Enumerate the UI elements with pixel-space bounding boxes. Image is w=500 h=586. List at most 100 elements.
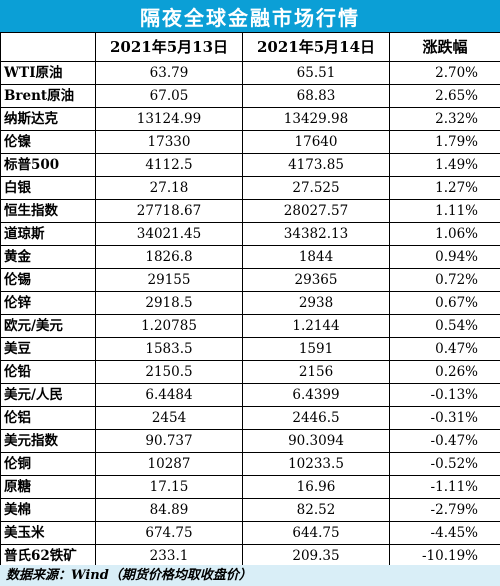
- value-date-1: 90.737: [95, 429, 243, 453]
- table-row: WTI原油 63.79 65.51 2.70%: [0, 61, 500, 85]
- table-row: 原糖 17.15 16.96 -1.11%: [0, 475, 500, 499]
- market-table: 2021年5月13日 2021年5月14日 涨跌幅 WTI原油 63.79 65.5…: [0, 32, 500, 568]
- instrument-name: 纳斯达克: [0, 107, 96, 131]
- table-row: 欧元/美元 1.20785 1.2144 0.54%: [0, 314, 500, 338]
- value-date-1: 17.15: [95, 475, 243, 499]
- table-row: 美豆 1583.5 1591 0.47%: [0, 337, 500, 361]
- value-date-2: 644.75: [242, 521, 390, 545]
- value-date-2: 2446.5: [242, 406, 390, 430]
- value-date-1: 34021.45: [95, 222, 243, 246]
- change-percent: -4.45%: [389, 521, 500, 545]
- change-percent: -0.47%: [389, 429, 500, 453]
- instrument-name: 美元指数: [0, 429, 96, 453]
- value-date-2: 10233.5: [242, 452, 390, 476]
- value-date-1: 27.18: [95, 176, 243, 200]
- value-date-2: 90.3094: [242, 429, 390, 453]
- header-date-2: 2021年5月14日: [242, 32, 390, 62]
- instrument-name: 欧元/美元: [0, 314, 96, 338]
- value-date-2: 6.4399: [242, 383, 390, 407]
- value-date-1: 27718.67: [95, 199, 243, 223]
- value-date-2: 2156: [242, 360, 390, 384]
- instrument-name: 伦铜: [0, 452, 96, 476]
- value-date-1: 29155: [95, 268, 243, 292]
- change-percent: 0.67%: [389, 291, 500, 315]
- value-date-2: 68.83: [242, 84, 390, 108]
- table-row: 白银 27.18 27.525 1.27%: [0, 176, 500, 200]
- table-title: 隔夜全球金融市场行情: [0, 0, 500, 32]
- table-row: 伦锡 29155 29365 0.72%: [0, 268, 500, 292]
- value-date-1: 2454: [95, 406, 243, 430]
- instrument-name: 美元/人民: [0, 383, 96, 407]
- change-percent: 0.47%: [389, 337, 500, 361]
- table-body: WTI原油 63.79 65.51 2.70% Brent原油 67.05 68.83 2.6…: [0, 61, 500, 568]
- value-date-2: 1844: [242, 245, 390, 269]
- value-date-1: 84.89: [95, 498, 243, 522]
- value-date-1: 13124.99: [95, 107, 243, 131]
- value-date-2: 28027.57: [242, 199, 390, 223]
- instrument-name: 伦铅: [0, 360, 96, 384]
- table-row: 美元指数 90.737 90.3094 -0.47%: [0, 429, 500, 453]
- value-date-2: 4173.85: [242, 153, 390, 177]
- instrument-name: 恒生指数: [0, 199, 96, 223]
- change-percent: 1.49%: [389, 153, 500, 177]
- change-percent: 2.32%: [389, 107, 500, 131]
- value-date-2: 17640: [242, 130, 390, 154]
- table-row: 标普500 4112.5 4173.85 1.49%: [0, 153, 500, 177]
- instrument-name: WTI原油: [0, 61, 96, 85]
- change-percent: -0.13%: [389, 383, 500, 407]
- table-row: 伦铝 2454 2446.5 -0.31%: [0, 406, 500, 430]
- change-percent: 0.72%: [389, 268, 500, 292]
- value-date-2: 27.525: [242, 176, 390, 200]
- table-row: 美玉米 674.75 644.75 -4.45%: [0, 521, 500, 545]
- table-row: Brent原油 67.05 68.83 2.65%: [0, 84, 500, 108]
- value-date-1: 63.79: [95, 61, 243, 85]
- instrument-name: 标普500: [0, 153, 96, 177]
- value-date-1: 67.05: [95, 84, 243, 108]
- instrument-name: 道琼斯: [0, 222, 96, 246]
- change-percent: -2.79%: [389, 498, 500, 522]
- value-date-2: 16.96: [242, 475, 390, 499]
- table-row: 伦铜 10287 10233.5 -0.52%: [0, 452, 500, 476]
- header-date-1: 2021年5月13日: [95, 32, 243, 62]
- value-date-1: 17330: [95, 130, 243, 154]
- instrument-name: 普氏62铁矿: [0, 544, 96, 568]
- change-percent: 1.06%: [389, 222, 500, 246]
- change-percent: -10.19%: [389, 544, 500, 568]
- instrument-name: 原糖: [0, 475, 96, 499]
- table-row: 伦铅 2150.5 2156 0.26%: [0, 360, 500, 384]
- value-date-1: 2150.5: [95, 360, 243, 384]
- change-percent: 0.26%: [389, 360, 500, 384]
- value-date-2: 34382.13: [242, 222, 390, 246]
- table-row: 美棉 84.89 82.52 -2.79%: [0, 498, 500, 522]
- value-date-1: 233.1: [95, 544, 243, 568]
- instrument-name: 美豆: [0, 337, 96, 361]
- value-date-1: 1826.8: [95, 245, 243, 269]
- table-row: 美元/人民 6.4484 6.4399 -0.13%: [0, 383, 500, 407]
- value-date-2: 2938: [242, 291, 390, 315]
- header-instrument: [0, 32, 96, 62]
- instrument-name: 白银: [0, 176, 96, 200]
- instrument-name: Brent原油: [0, 84, 96, 108]
- instrument-name: 伦锌: [0, 291, 96, 315]
- value-date-1: 1.20785: [95, 314, 243, 338]
- value-date-1: 2918.5: [95, 291, 243, 315]
- value-date-2: 29365: [242, 268, 390, 292]
- value-date-1: 1583.5: [95, 337, 243, 361]
- change-percent: 1.11%: [389, 199, 500, 223]
- table-row: 黄金 1826.8 1844 0.94%: [0, 245, 500, 269]
- value-date-1: 4112.5: [95, 153, 243, 177]
- change-percent: 2.65%: [389, 84, 500, 108]
- table-row: 恒生指数 27718.67 28027.57 1.11%: [0, 199, 500, 223]
- change-percent: -0.52%: [389, 452, 500, 476]
- table-row: 道琼斯 34021.45 34382.13 1.06%: [0, 222, 500, 246]
- instrument-name: 伦铝: [0, 406, 96, 430]
- value-date-1: 10287: [95, 452, 243, 476]
- instrument-name: 美玉米: [0, 521, 96, 545]
- instrument-name: 美棉: [0, 498, 96, 522]
- value-date-2: 1.2144: [242, 314, 390, 338]
- header-row: 2021年5月13日 2021年5月14日 涨跌幅: [0, 32, 500, 62]
- table-row: 纳斯达克 13124.99 13429.98 2.32%: [0, 107, 500, 131]
- table-row: 伦镍 17330 17640 1.79%: [0, 130, 500, 154]
- change-percent: 1.79%: [389, 130, 500, 154]
